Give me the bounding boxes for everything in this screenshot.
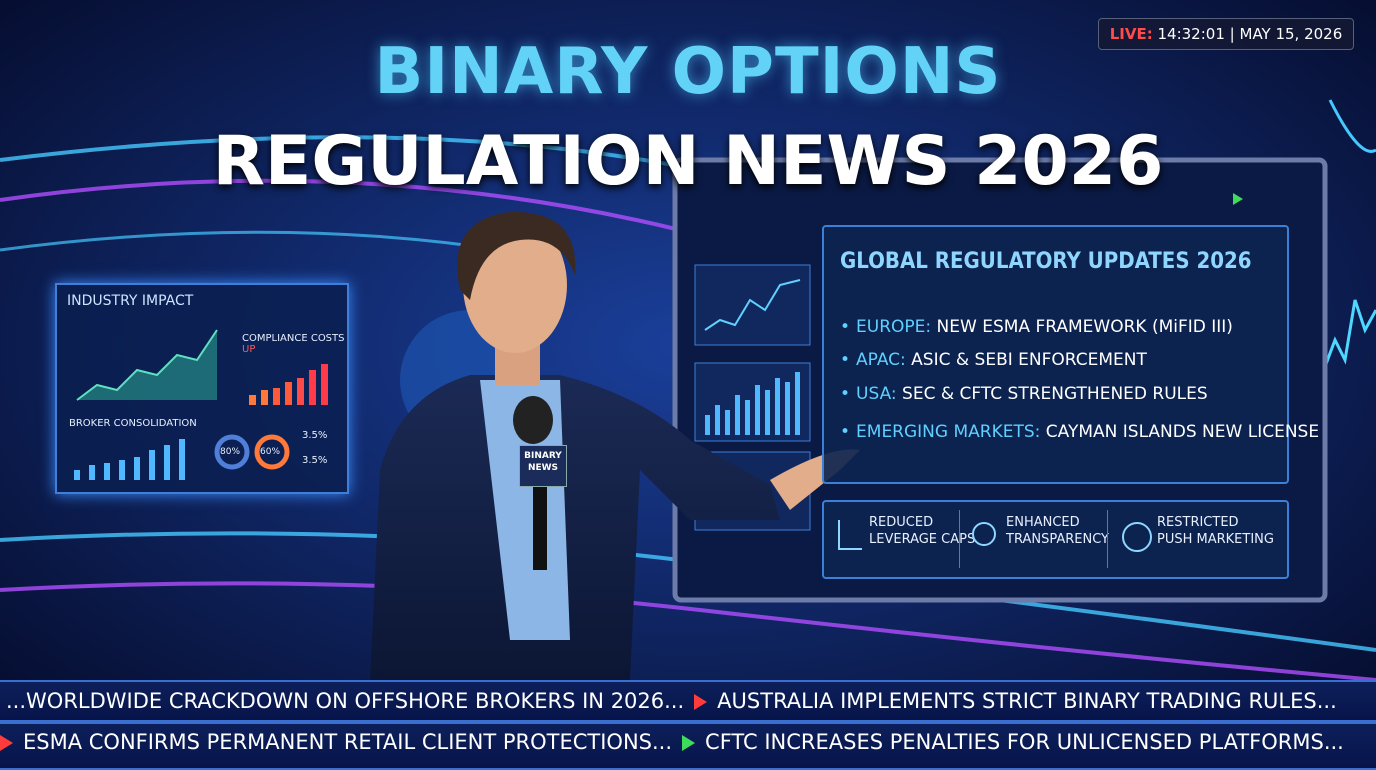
microphone-handle <box>533 470 547 570</box>
ticker-item: AUSTRALIA IMPLEMENTS STRICT BINARY TRADI… <box>717 689 1337 713</box>
feature: REDUCED LEVERAGE CAPS <box>869 514 975 548</box>
presenter-suit <box>370 375 780 680</box>
update-item: • APAC: ASIC & SEBI ENFORCEMENT <box>840 350 1147 370</box>
screen-title: GLOBAL REGULATORY UPDATES 2026 <box>840 249 1252 274</box>
consolidation-label: BROKER CONSOLIDATION <box>69 418 197 429</box>
feature-line: LEVERAGE CAPS <box>869 532 976 547</box>
impact-area <box>77 330 217 400</box>
bullet: • <box>840 422 851 442</box>
title-line2: REGULATION NEWS 2026 <box>212 122 1164 201</box>
mini-line-chart <box>704 279 801 331</box>
mic-line2: NEWS <box>527 463 559 473</box>
neon-line <box>1328 99 1376 153</box>
microphone-flag: BINARY NEWS <box>519 445 567 487</box>
stat: 60% <box>260 447 281 457</box>
update-text: SEC & CFTC STRENGTHENED RULES <box>902 384 1208 404</box>
feature-line: ENHANCED <box>1006 515 1080 530</box>
feature: ENHANCED TRANSPARENCY <box>1006 514 1109 548</box>
region: APAC: <box>856 350 906 370</box>
panel-title: INDUSTRY IMPACT <box>67 293 194 309</box>
neon-line <box>0 581 1376 682</box>
region: USA: <box>856 384 897 404</box>
mic-line1: BINARY <box>524 451 562 461</box>
live-label: LIVE: <box>1109 25 1153 43</box>
mini-chart-panel <box>694 362 811 442</box>
update-text: ASIC & SEBI ENFORCEMENT <box>911 350 1147 370</box>
ticker-arrow <box>682 735 696 751</box>
compliance-bars <box>249 364 328 405</box>
chart-icon <box>838 520 862 550</box>
feature-line: TRANSPARENCY <box>1006 532 1109 547</box>
stat: 80% <box>220 447 241 457</box>
compliance-text: COMPLIANCE COSTS <box>242 333 345 344</box>
feature-line: RESTRICTED <box>1157 515 1239 530</box>
bullet: • <box>840 317 851 337</box>
ticker-item: CFTC INCREASES PENALTIES FOR UNLICENSED … <box>705 730 1344 754</box>
ticker-arrow <box>0 735 13 751</box>
microphone-head <box>513 396 553 444</box>
region: EMERGING MARKETS: <box>856 422 1041 442</box>
feature: RESTRICTED PUSH MARKETING <box>1157 514 1274 548</box>
presenter-hair <box>457 211 576 300</box>
bullet: • <box>840 350 851 370</box>
play-icon <box>1233 193 1243 205</box>
update-item: • USA: SEC & CFTC STRENGTHENED RULES <box>840 384 1208 404</box>
update-text: NEW ESMA FRAMEWORK (MiFID III) <box>936 317 1233 337</box>
neon-line <box>0 178 681 232</box>
impact-line <box>76 329 218 401</box>
divider <box>1107 510 1108 568</box>
stat: 3.5% <box>302 430 328 441</box>
features-bar: REDUCED LEVERAGE CAPS ENHANCED TRANSPARENC… <box>822 500 1289 579</box>
wall-chart <box>1318 299 1376 381</box>
divider <box>959 510 960 568</box>
neon-line <box>0 135 701 172</box>
bullet: • <box>840 384 851 404</box>
ticker-arrow <box>694 694 708 710</box>
donut-charts <box>214 434 290 470</box>
ticker-item: ...WORLDWIDE CRACKDOWN ON OFFSHORE BROKE… <box>6 689 685 713</box>
search-icon <box>972 522 996 546</box>
compliance-label: COMPLIANCE COSTS UP <box>242 333 347 355</box>
title-line1: BINARY OPTIONS <box>374 35 1002 109</box>
megaphone-icon <box>1122 522 1152 552</box>
ticker-item: ESMA CONFIRMS PERMANENT RETAIL CLIENT PR… <box>23 730 673 754</box>
live-time: 14:32:01 <box>1157 25 1225 43</box>
update-item: • EMERGING MARKETS: CAYMAN ISLANDS NEW LI… <box>840 422 1319 442</box>
feature-line: REDUCED <box>869 515 934 530</box>
live-clock: LIVE: 14:32:01 | MAY 15, 2026 <box>1098 18 1354 50</box>
stat: 3.5% <box>302 455 328 466</box>
consolidation-bars <box>74 439 185 480</box>
update-item: • EUROPE: NEW ESMA FRAMEWORK (MiFID III) <box>840 317 1233 337</box>
ticker-row: ...WORLDWIDE CRACKDOWN ON OFFSHORE BROKE… <box>0 680 1376 722</box>
region: EUROPE: <box>856 317 932 337</box>
ticker-row: ESMA CONFIRMS PERMANENT RETAIL CLIENT PR… <box>0 722 1376 770</box>
feature-line: PUSH MARKETING <box>1157 532 1274 547</box>
updates-screen: GLOBAL REGULATORY UPDATES 2026 • EUROPE: … <box>822 225 1319 484</box>
mini-chart-panel <box>694 264 811 346</box>
compliance-tag: UP <box>242 344 256 355</box>
live-date: MAY 15, 2026 <box>1239 25 1343 43</box>
impact-chart <box>76 329 218 401</box>
update-text: CAYMAN ISLANDS NEW LICENSE <box>1045 422 1320 442</box>
industry-panel: INDUSTRY IMPACT COMPLIANCE COSTS UP BROK… <box>55 283 349 494</box>
live-separator: | <box>1229 25 1235 43</box>
mini-bar-chart <box>705 372 800 435</box>
